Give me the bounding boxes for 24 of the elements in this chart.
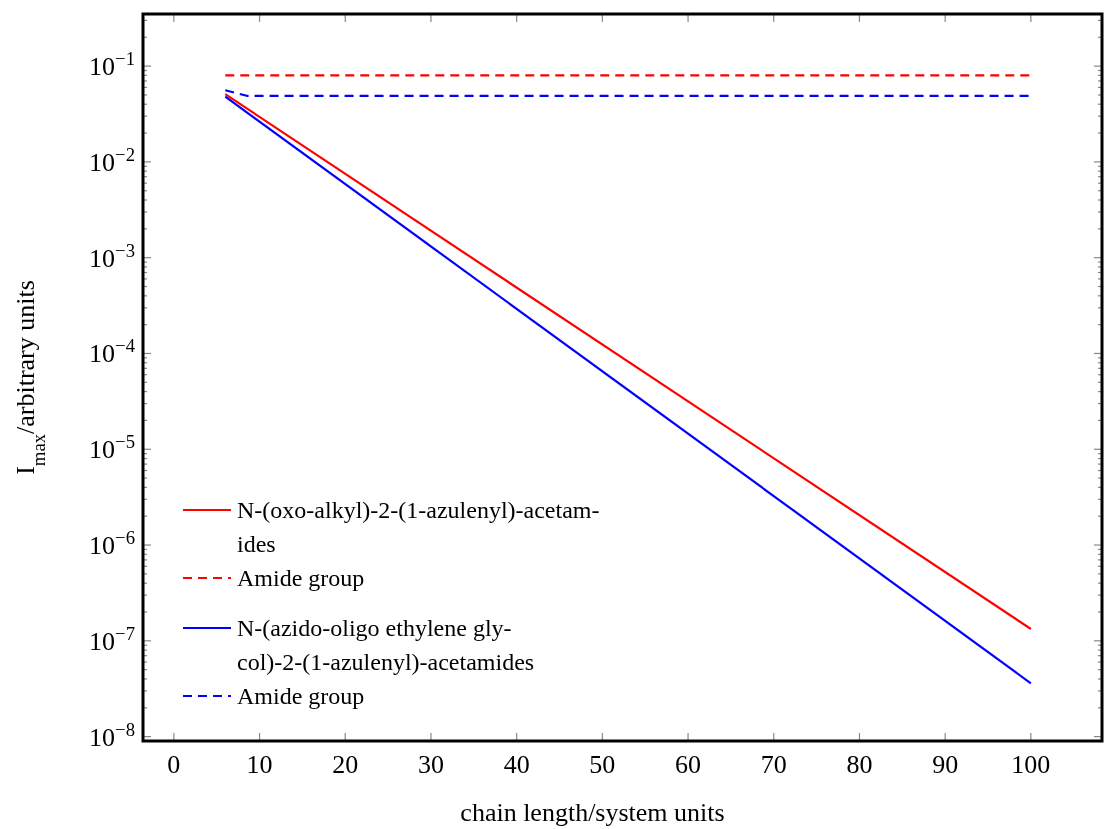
y-tick-label: 10$^{−2}$	[89, 143, 135, 177]
x-tick-label: 0	[167, 750, 181, 779]
legend-label: Amide group	[237, 683, 365, 709]
y-tick-label: 10$^{−5}$	[89, 430, 135, 465]
x-tick-label: 70	[760, 750, 787, 779]
x-axis-title: chain length/system units	[460, 798, 725, 827]
x-tick-label: 10	[246, 750, 273, 779]
x-tick-label: 90	[932, 750, 959, 779]
legend-label: Amide group	[237, 565, 365, 591]
x-tick-label: 50	[589, 750, 616, 779]
x-tick-label: 20	[332, 750, 359, 779]
x-tick-label: 80	[846, 750, 873, 779]
y-tick-label: 10$^{−8}$	[89, 718, 135, 752]
y-tick-label: 10$^{−7}$	[89, 622, 135, 656]
x-tick-label: 30	[417, 750, 444, 779]
x-tick-label: 40	[503, 750, 530, 779]
legend-label: N-(azido-oligo ethylene gly- col)-2-(1-azulenyl)-acetamides	[237, 615, 535, 675]
y-tick-label: 10$^{−3}$	[89, 239, 135, 273]
y-tick-label: 10$^{−4}$	[89, 334, 136, 369]
y-tick-label: 10$^{−6}$	[89, 526, 135, 561]
x-tick-label: 100	[1011, 750, 1051, 779]
legend-label: N-(oxo-alkyl)-2-(1-azulenyl)-acetam- ides	[237, 497, 600, 557]
y-tick-label: 10$^{−1}$	[89, 47, 135, 82]
x-tick-label: 60	[675, 750, 702, 779]
